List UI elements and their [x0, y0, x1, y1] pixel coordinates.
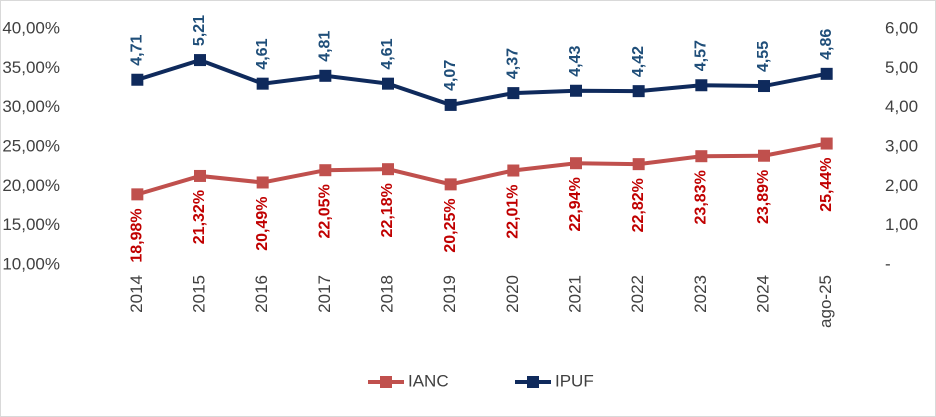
data-label: 21,32%: [191, 190, 208, 244]
y2-tick-label: 1,00: [885, 215, 918, 234]
marker: [820, 67, 833, 80]
marker: [444, 98, 457, 111]
data-label: 4,81: [317, 31, 334, 62]
y-tick-label: 40,00%: [2, 18, 60, 37]
x-tick-label: ago-25: [816, 275, 835, 328]
data-label: 4,37: [505, 48, 522, 79]
y2-tick-label: 4,00: [885, 97, 918, 116]
x-tick-label: 2016: [252, 275, 271, 313]
legend-label: IANC: [408, 371, 449, 390]
data-label: 18,98%: [129, 208, 146, 262]
marker: [256, 176, 269, 189]
series-line: [136, 141, 828, 197]
marker: [632, 158, 645, 171]
marker: [382, 77, 394, 90]
y-tick-label: 15,00%: [2, 215, 60, 234]
data-label: 20,49%: [254, 196, 271, 250]
data-label: 4,86: [818, 29, 835, 60]
data-label: 4,61: [379, 38, 396, 69]
y-tick-label: 20,00%: [2, 176, 60, 195]
legend-marker: [380, 376, 392, 388]
marker: [382, 163, 394, 176]
data-label: 4,57: [693, 40, 710, 71]
data-label: 22,94%: [567, 177, 584, 231]
data-label: 25,44%: [818, 158, 835, 212]
x-tick-label: 2014: [127, 275, 146, 313]
x-tick-label: 2019: [440, 275, 459, 313]
legend-marker: [527, 376, 539, 388]
y2-tick-label: -: [885, 254, 891, 273]
marker: [758, 80, 770, 93]
x-tick-label: 2024: [753, 275, 772, 313]
marker: [632, 85, 645, 98]
y-tick-label: 35,00%: [2, 58, 60, 77]
data-label: 20,25%: [442, 198, 459, 252]
y-tick-label: 25,00%: [2, 136, 60, 155]
data-label: 22,18%: [379, 183, 396, 237]
y2-tick-label: 2,00: [885, 176, 918, 195]
y2-tick-label: 5,00: [885, 58, 918, 77]
marker: [695, 150, 708, 163]
marker: [507, 87, 520, 100]
marker: [444, 178, 457, 191]
data-label: 23,89%: [755, 170, 772, 224]
data-label: 4,55: [755, 41, 772, 72]
data-label: 4,42: [630, 46, 647, 77]
data-label: 4,43: [567, 46, 584, 77]
data-label: 4,71: [129, 34, 146, 65]
y2-tick-label: 3,00: [885, 136, 918, 155]
marker: [570, 157, 582, 170]
data-label: 4,61: [254, 38, 271, 69]
data-label: 4,07: [442, 60, 459, 91]
marker: [820, 137, 833, 150]
x-tick-label: 2015: [189, 275, 208, 313]
marker: [507, 164, 520, 177]
marker: [256, 77, 269, 90]
marker: [194, 169, 206, 182]
marker: [131, 73, 144, 86]
data-label: 23,83%: [693, 170, 710, 224]
data-label: 22,05%: [317, 184, 334, 238]
marker: [319, 164, 332, 177]
y2-tick-label: 6,00: [885, 18, 918, 37]
x-tick-label: 2022: [628, 275, 647, 313]
marker: [319, 69, 332, 82]
x-tick-label: 2018: [377, 275, 396, 313]
data-label: 22,82%: [630, 178, 647, 232]
legend-label: IPUF: [555, 371, 594, 390]
series-line: [136, 57, 828, 107]
data-label: 22,01%: [505, 185, 522, 239]
y-tick-label: 30,00%: [2, 97, 60, 116]
marker: [758, 149, 770, 162]
marker: [570, 84, 582, 97]
x-tick-label: 2017: [315, 275, 334, 313]
y-tick-label: 10,00%: [2, 254, 60, 273]
marker: [695, 79, 708, 92]
x-tick-label: 2023: [691, 275, 710, 313]
x-tick-label: 2020: [503, 275, 522, 313]
data-label: 5,21: [191, 15, 208, 46]
marker: [194, 54, 206, 67]
x-tick-label: 2021: [565, 275, 584, 313]
marker: [131, 188, 144, 201]
